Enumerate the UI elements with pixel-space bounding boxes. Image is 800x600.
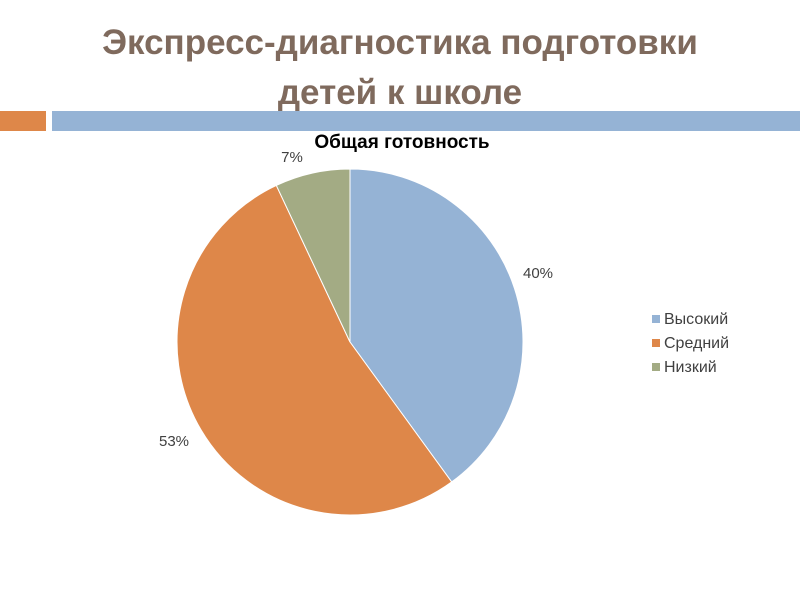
legend-label: Высокий — [664, 311, 729, 328]
chart-title: Общая готовность — [0, 132, 800, 154]
legend-swatch — [652, 314, 660, 323]
legend-label: Средний — [664, 335, 730, 352]
legend-swatch — [652, 338, 660, 347]
pie-slice-3 — [275, 168, 351, 343]
slide-title-line-1: Экспресс-диагностика подготовки — [102, 23, 698, 62]
pie-data-label: 7% — [281, 149, 303, 166]
pie-slice-1 — [349, 168, 524, 483]
pie-slice-2 — [176, 184, 453, 516]
chart-title-text: Общая готовность — [314, 132, 490, 153]
pie-data-label: 53% — [159, 433, 189, 450]
legend-label: Низкий — [664, 359, 717, 376]
slide-title-line-2: детей к школе — [277, 73, 523, 112]
title-divider-accent — [0, 111, 46, 131]
pie-data-label: 40% — [523, 265, 553, 282]
legend-swatch — [652, 362, 660, 371]
slide-title: Экспресс-диагностика подготовки детей к … — [0, 18, 800, 118]
chart-legend: Высокий Средний Низкий — [652, 308, 729, 380]
legend-item: Средний — [652, 332, 729, 356]
title-divider-bar — [52, 111, 800, 131]
legend-item: Низкий — [652, 356, 729, 380]
legend-item: Высокий — [652, 308, 729, 332]
